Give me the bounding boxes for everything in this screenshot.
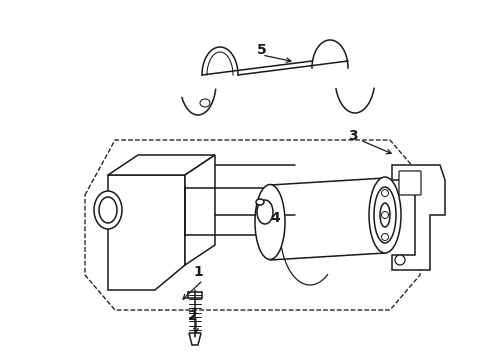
Ellipse shape bbox=[255, 185, 285, 260]
Text: 5: 5 bbox=[257, 43, 267, 57]
Ellipse shape bbox=[380, 203, 390, 227]
Ellipse shape bbox=[257, 200, 273, 224]
Ellipse shape bbox=[374, 187, 396, 243]
FancyBboxPatch shape bbox=[399, 171, 421, 195]
Polygon shape bbox=[108, 175, 185, 290]
Polygon shape bbox=[185, 155, 215, 265]
Polygon shape bbox=[108, 155, 215, 175]
Text: 2: 2 bbox=[188, 309, 198, 323]
Polygon shape bbox=[392, 165, 445, 270]
Text: 1: 1 bbox=[193, 265, 203, 279]
Text: 3: 3 bbox=[348, 129, 358, 143]
Ellipse shape bbox=[256, 199, 264, 205]
Circle shape bbox=[382, 234, 389, 240]
Circle shape bbox=[382, 189, 389, 197]
Text: 4: 4 bbox=[270, 211, 280, 225]
Polygon shape bbox=[189, 333, 201, 345]
Ellipse shape bbox=[94, 191, 122, 229]
Ellipse shape bbox=[369, 177, 401, 253]
Circle shape bbox=[395, 255, 405, 265]
Circle shape bbox=[382, 212, 389, 219]
Ellipse shape bbox=[99, 197, 117, 223]
